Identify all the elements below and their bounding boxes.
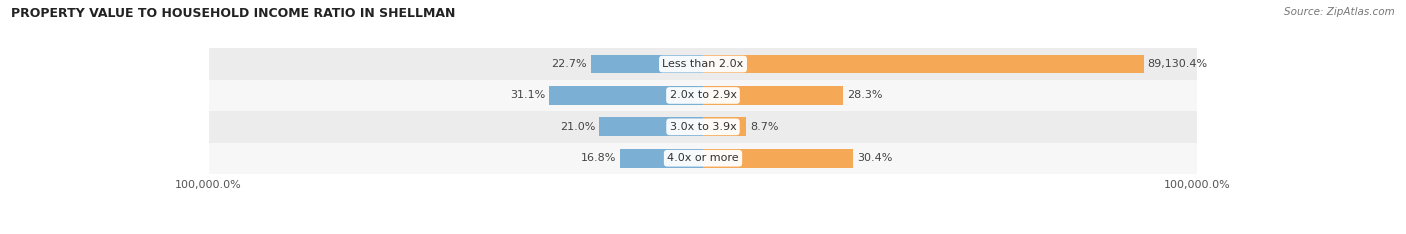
- Bar: [703, 55, 1143, 73]
- Legend: Without Mortgage, With Mortgage: Without Mortgage, With Mortgage: [578, 230, 828, 234]
- Text: PROPERTY VALUE TO HOUSEHOLD INCOME RATIO IN SHELLMAN: PROPERTY VALUE TO HOUSEHOLD INCOME RATIO…: [11, 7, 456, 20]
- Text: 16.8%: 16.8%: [581, 153, 616, 163]
- Bar: [620, 149, 703, 168]
- Text: Less than 2.0x: Less than 2.0x: [662, 59, 744, 69]
- Bar: [591, 55, 703, 73]
- Bar: [703, 117, 747, 136]
- Text: 4.0x or more: 4.0x or more: [668, 153, 738, 163]
- Bar: [703, 149, 853, 168]
- Bar: [703, 86, 844, 105]
- Text: 3.0x to 3.9x: 3.0x to 3.9x: [669, 122, 737, 132]
- Bar: [208, 48, 1198, 80]
- Text: 31.1%: 31.1%: [510, 91, 546, 100]
- Text: 8.7%: 8.7%: [749, 122, 779, 132]
- Text: Source: ZipAtlas.com: Source: ZipAtlas.com: [1284, 7, 1395, 17]
- Text: 89,130.4%: 89,130.4%: [1147, 59, 1208, 69]
- Bar: [550, 86, 703, 105]
- Text: 28.3%: 28.3%: [846, 91, 883, 100]
- Text: 2.0x to 2.9x: 2.0x to 2.9x: [669, 91, 737, 100]
- Bar: [208, 80, 1198, 111]
- Text: 30.4%: 30.4%: [858, 153, 893, 163]
- Bar: [208, 143, 1198, 174]
- Bar: [599, 117, 703, 136]
- Bar: [208, 111, 1198, 143]
- Text: 22.7%: 22.7%: [551, 59, 586, 69]
- Text: 21.0%: 21.0%: [560, 122, 595, 132]
